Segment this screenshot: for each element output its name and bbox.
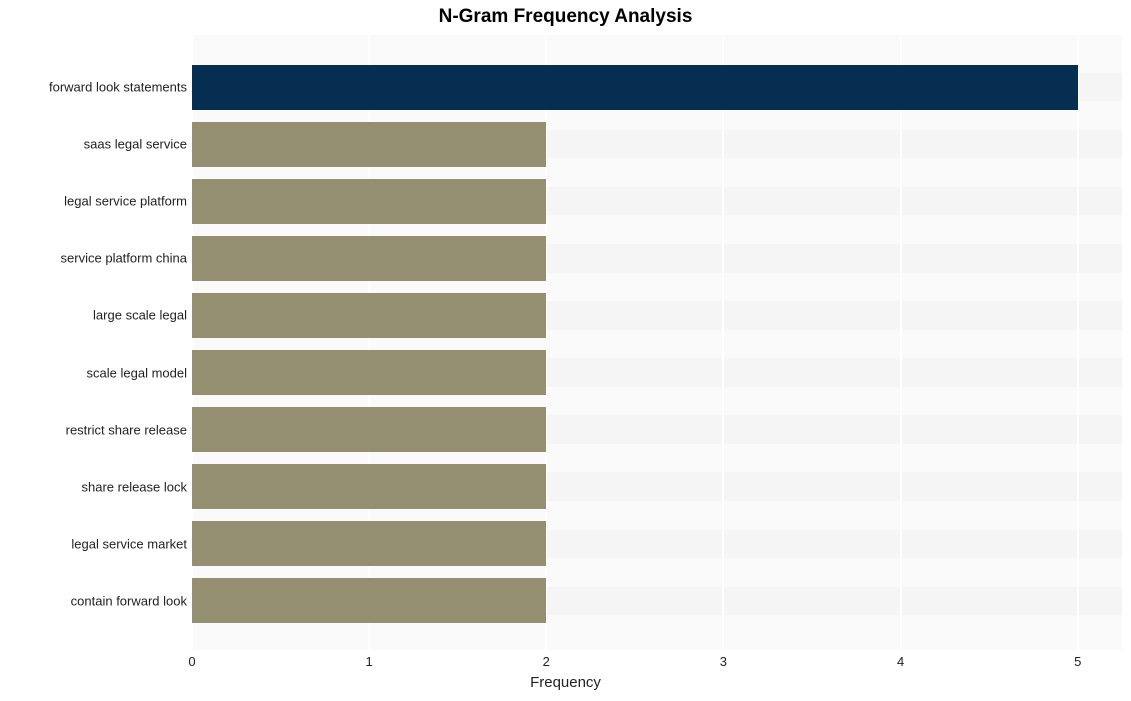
y-tick-label: large scale legal (0, 308, 187, 323)
bar (192, 578, 546, 623)
y-tick-label: restrict share release (0, 422, 187, 437)
bar (192, 236, 546, 281)
y-tick-label: contain forward look (0, 593, 187, 608)
x-axis-label: Frequency (0, 674, 1131, 691)
y-tick-label: service platform china (0, 251, 187, 266)
bar (192, 65, 1078, 110)
grid-line (1077, 35, 1079, 650)
plot-area (192, 35, 1122, 650)
bar (192, 179, 546, 224)
x-tick-label: 2 (543, 654, 550, 669)
bar (192, 521, 546, 566)
y-tick-label: saas legal service (0, 137, 187, 152)
grid-line (900, 35, 902, 650)
bar (192, 122, 546, 167)
x-tick-label: 0 (188, 654, 195, 669)
bar (192, 464, 546, 509)
y-tick-label: legal service market (0, 536, 187, 551)
x-tick-label: 3 (720, 654, 727, 669)
y-tick-label: scale legal model (0, 365, 187, 380)
grid-line (722, 35, 724, 650)
bar (192, 350, 546, 395)
y-tick-label: legal service platform (0, 194, 187, 209)
bar (192, 293, 546, 338)
x-tick-label: 1 (366, 654, 373, 669)
x-tick-label: 5 (1074, 654, 1081, 669)
chart-title: N-Gram Frequency Analysis (0, 6, 1131, 28)
x-tick-label: 4 (897, 654, 904, 669)
bar (192, 407, 546, 452)
ngram-chart: N-Gram Frequency Analysis forward look s… (0, 0, 1131, 701)
y-tick-label: forward look statements (0, 80, 187, 95)
y-tick-label: share release lock (0, 479, 187, 494)
